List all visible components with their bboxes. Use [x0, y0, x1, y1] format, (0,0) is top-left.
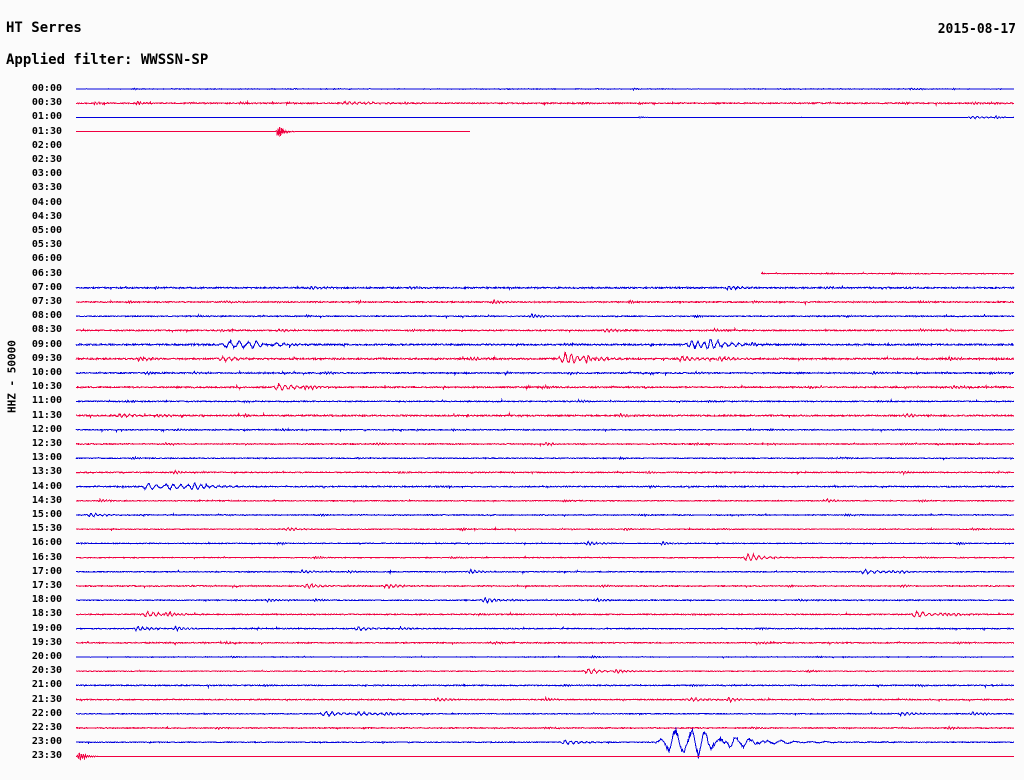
time-axis-label: 08:00 — [31, 310, 62, 322]
time-axis-label: 18:00 — [31, 594, 62, 606]
time-axis-label: 20:30 — [31, 665, 62, 677]
time-axis-label: 16:00 — [31, 537, 62, 549]
time-axis-label: 07:30 — [31, 296, 62, 307]
time-axis-label: 15:30 — [31, 523, 62, 535]
time-axis-label: 21:30 — [31, 693, 62, 705]
time-axis-label: 03:30 — [31, 182, 62, 194]
time-axis-label: 13:30 — [31, 466, 62, 478]
time-axis-label: 03:00 — [31, 168, 62, 180]
time-axis-label: 10:00 — [31, 367, 62, 378]
time-axis-label: 05:30 — [31, 239, 62, 251]
time-axis-label: 10:30 — [31, 381, 62, 393]
time-axis-label: 04:30 — [31, 210, 62, 222]
time-axis-label: 01:00 — [31, 111, 62, 123]
time-axis-label: 17:00 — [31, 565, 62, 577]
time-axis-label: 05:00 — [31, 225, 62, 236]
time-axis-label: 22:30 — [31, 722, 62, 733]
time-axis-label: 22:00 — [31, 707, 62, 719]
time-axis-label: 04:00 — [31, 196, 62, 208]
time-axis-label: 14:30 — [31, 494, 62, 506]
time-axis-label: 02:30 — [31, 154, 62, 165]
time-axis-label: 20:00 — [31, 651, 62, 662]
page-title: HT Serres — [6, 20, 82, 36]
time-axis-label: 09:30 — [31, 352, 62, 364]
time-axis-label: 21:00 — [31, 679, 62, 691]
helicorder-plot-area: 00:00 00:30 01:00 01:30 02:00 02:30 03:00 03:30… — [0, 78, 1024, 780]
time-axis-label: 06:30 — [31, 267, 62, 279]
time-axis-label: 11:30 — [31, 409, 62, 421]
time-axis-label: 15:00 — [31, 509, 62, 520]
time-axis-label: 06:00 — [31, 253, 62, 265]
time-axis-label: 02:00 — [31, 139, 62, 151]
time-axis-label: 01:30 — [31, 125, 62, 137]
time-axis-label: 12:30 — [31, 438, 62, 449]
time-axis-label: 23:30 — [31, 750, 62, 762]
filter-label: Applied filter: WWSSN-SP — [6, 52, 209, 68]
time-axis-label: 18:30 — [31, 608, 62, 620]
time-axis-label: 23:00 — [31, 736, 62, 748]
time-axis-label: 19:00 — [31, 622, 62, 634]
time-axis-label: 17:30 — [31, 580, 62, 591]
time-axis-label: 16:30 — [31, 551, 62, 563]
time-axis-label: 13:00 — [31, 452, 62, 464]
time-axis-label: 00:30 — [31, 97, 62, 109]
time-axis-label: 08:30 — [31, 324, 62, 336]
time-axis-label: 19:30 — [31, 636, 62, 648]
time-axis-label: 12:00 — [31, 423, 62, 435]
time-axis-label: 09:00 — [31, 338, 62, 350]
time-axis-label: 07:00 — [31, 281, 62, 293]
time-axis-label: 14:00 — [31, 480, 62, 492]
date-label: 2015-08-17 — [937, 22, 1016, 37]
time-axis-label: 11:00 — [31, 395, 62, 407]
time-axis-label: 00:00 — [31, 83, 62, 94]
